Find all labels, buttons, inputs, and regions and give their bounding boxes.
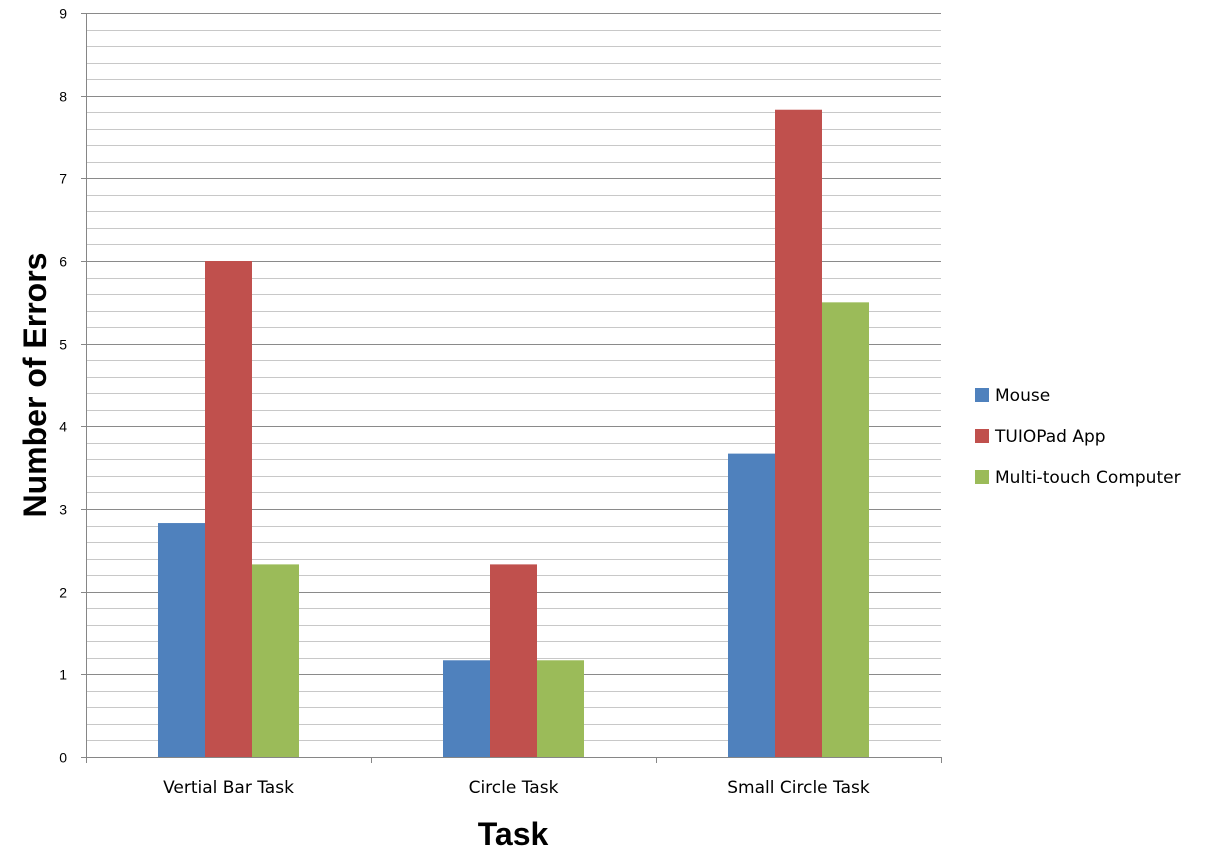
y-tick-label: 6: [59, 254, 67, 270]
bar-tuiopad-app-1: [490, 564, 537, 757]
legend-label: TUIOPad App: [994, 427, 1106, 447]
x-tick-label: Circle Task: [469, 778, 559, 798]
y-tick-label: 0: [59, 750, 67, 766]
bar-tuiopad-app-0: [205, 261, 252, 757]
x-tick-label: Vertial Bar Task: [163, 778, 294, 798]
y-tick-label: 3: [59, 502, 67, 518]
x-tick-labels: Vertial Bar Task Circle Task Small Circle …: [163, 778, 870, 798]
y-tick-label: 4: [59, 419, 67, 435]
y-tick-label: 8: [59, 89, 67, 105]
legend-swatch: [975, 388, 989, 402]
bar-multi-touch-computer-2: [822, 302, 869, 757]
bar-multi-touch-computer-0: [252, 564, 299, 757]
y-tick-label: 5: [59, 337, 67, 353]
bar-mouse-0: [158, 523, 205, 757]
bars: [158, 109, 869, 758]
legend-label: Multi-touch Computer: [995, 468, 1181, 488]
legend: Mouse TUIOPad App Multi-touch Computer: [975, 386, 1181, 488]
y-tick-label: 2: [59, 585, 67, 601]
y-tick-label: 7: [59, 171, 67, 187]
axes: [81, 13, 942, 763]
bar-mouse-2: [728, 453, 775, 757]
x-tick-label: Small Circle Task: [727, 778, 870, 798]
bar-tuiopad-app-2: [775, 109, 822, 758]
y-tick-labels: 0 1 2 3 4 5 6 7 8 9: [59, 6, 67, 766]
bar-multi-touch-computer-1: [537, 660, 584, 757]
y-tick-label: 1: [59, 667, 67, 683]
x-axis-title: Task: [478, 816, 549, 852]
legend-label: Mouse: [995, 386, 1050, 406]
bar-mouse-1: [443, 660, 490, 757]
legend-swatch: [975, 429, 989, 443]
y-axis-title: Number of Errors: [17, 253, 53, 518]
y-tick-label: 9: [59, 6, 67, 22]
legend-swatch: [975, 470, 989, 484]
